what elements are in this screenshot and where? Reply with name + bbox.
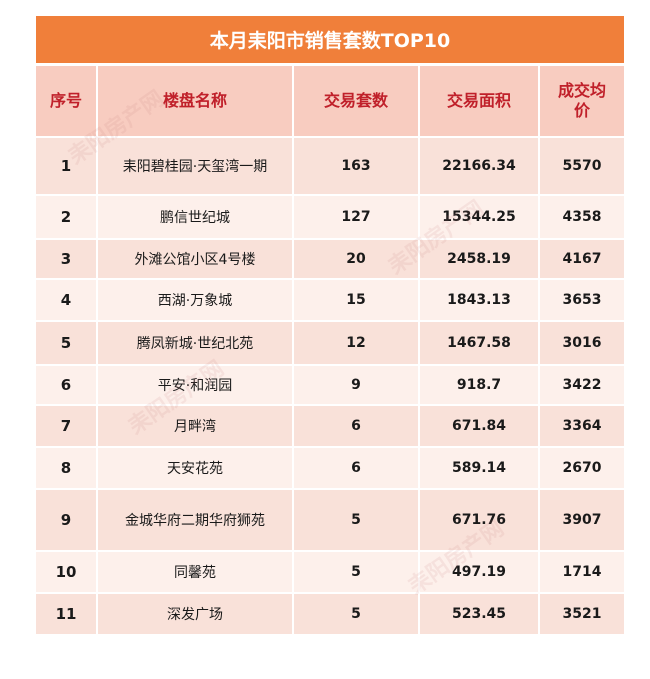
cell-avg-price: 3521 xyxy=(540,594,624,636)
cell-units-sold: 5 xyxy=(294,594,420,636)
cell-row-index: 6 xyxy=(36,366,98,406)
cell-area-sold: 2458.19 xyxy=(420,240,540,280)
cell-area-sold: 671.76 xyxy=(420,490,540,552)
cell-units-sold: 127 xyxy=(294,196,420,240)
cell-units-sold: 5 xyxy=(294,490,420,552)
cell-row-index: 9 xyxy=(36,490,98,552)
cell-area-sold: 497.19 xyxy=(420,552,540,594)
table-row: 10 同馨苑 5 497.19 1714 xyxy=(36,552,624,594)
table-row: 9 金城华府二期华府狮苑 5 671.76 3907 xyxy=(36,490,624,552)
header-avg-price: 成交均价 xyxy=(540,66,624,138)
cell-avg-price: 3907 xyxy=(540,490,624,552)
cell-units-sold: 15 xyxy=(294,280,420,322)
table-row: 7 月畔湾 6 671.84 3364 xyxy=(36,406,624,448)
cell-units-sold: 20 xyxy=(294,240,420,280)
cell-project-name: 外滩公馆小区4号楼 xyxy=(98,240,294,280)
cell-area-sold: 1467.58 xyxy=(420,322,540,366)
cell-avg-price: 3364 xyxy=(540,406,624,448)
table-row: 3 外滩公馆小区4号楼 20 2458.19 4167 xyxy=(36,240,624,280)
cell-units-sold: 6 xyxy=(294,406,420,448)
cell-project-name: 西湖·万象城 xyxy=(98,280,294,322)
sales-ranking-table: 序号 楼盘名称 交易套数 交易面积 成交均价 1 耒阳碧桂园·天玺湾一期 163 22… xyxy=(36,66,624,636)
table-row: 5 腾凤新城·世纪北苑 12 1467.58 3016 xyxy=(36,322,624,366)
cell-project-name: 金城华府二期华府狮苑 xyxy=(98,490,294,552)
cell-project-name: 月畔湾 xyxy=(98,406,294,448)
cell-avg-price: 3016 xyxy=(540,322,624,366)
cell-area-sold: 589.14 xyxy=(420,448,540,490)
cell-avg-price: 5570 xyxy=(540,138,624,196)
header-index: 序号 xyxy=(36,66,98,138)
cell-row-index: 2 xyxy=(36,196,98,240)
cell-area-sold: 523.45 xyxy=(420,594,540,636)
cell-row-index: 11 xyxy=(36,594,98,636)
table-row: 8 天安花苑 6 589.14 2670 xyxy=(36,448,624,490)
header-project-name: 楼盘名称 xyxy=(98,66,294,138)
cell-avg-price: 3653 xyxy=(540,280,624,322)
cell-project-name: 天安花苑 xyxy=(98,448,294,490)
cell-avg-price: 4167 xyxy=(540,240,624,280)
cell-project-name: 平安·和润园 xyxy=(98,366,294,406)
cell-row-index: 1 xyxy=(36,138,98,196)
cell-area-sold: 1843.13 xyxy=(420,280,540,322)
cell-project-name: 耒阳碧桂园·天玺湾一期 xyxy=(98,138,294,196)
cell-project-name: 深发广场 xyxy=(98,594,294,636)
cell-units-sold: 5 xyxy=(294,552,420,594)
header-area: 交易面积 xyxy=(420,66,540,138)
header-row: 序号 楼盘名称 交易套数 交易面积 成交均价 xyxy=(36,66,624,138)
header-avg-price-label: 成交均价 xyxy=(557,81,606,120)
table-row: 4 西湖·万象城 15 1843.13 3653 xyxy=(36,280,624,322)
cell-units-sold: 6 xyxy=(294,448,420,490)
cell-avg-price: 1714 xyxy=(540,552,624,594)
cell-row-index: 8 xyxy=(36,448,98,490)
cell-row-index: 10 xyxy=(36,552,98,594)
table-row: 2 鹏信世纪城 127 15344.25 4358 xyxy=(36,196,624,240)
table-row: 6 平安·和润园 9 918.7 3422 xyxy=(36,366,624,406)
cell-units-sold: 163 xyxy=(294,138,420,196)
cell-project-name: 同馨苑 xyxy=(98,552,294,594)
cell-avg-price: 4358 xyxy=(540,196,624,240)
cell-row-index: 7 xyxy=(36,406,98,448)
cell-area-sold: 22166.34 xyxy=(420,138,540,196)
table-row: 11 深发广场 5 523.45 3521 xyxy=(36,594,624,636)
cell-project-name: 鹏信世纪城 xyxy=(98,196,294,240)
table-title: 本月耒阳市销售套数TOP10 xyxy=(36,16,624,66)
cell-units-sold: 12 xyxy=(294,322,420,366)
cell-row-index: 3 xyxy=(36,240,98,280)
cell-avg-price: 2670 xyxy=(540,448,624,490)
cell-row-index: 5 xyxy=(36,322,98,366)
cell-project-name: 腾凤新城·世纪北苑 xyxy=(98,322,294,366)
cell-avg-price: 3422 xyxy=(540,366,624,406)
header-units: 交易套数 xyxy=(294,66,420,138)
table-row: 1 耒阳碧桂园·天玺湾一期 163 22166.34 5570 xyxy=(36,138,624,196)
cell-units-sold: 9 xyxy=(294,366,420,406)
cell-area-sold: 671.84 xyxy=(420,406,540,448)
cell-row-index: 4 xyxy=(36,280,98,322)
cell-area-sold: 918.7 xyxy=(420,366,540,406)
cell-area-sold: 15344.25 xyxy=(420,196,540,240)
